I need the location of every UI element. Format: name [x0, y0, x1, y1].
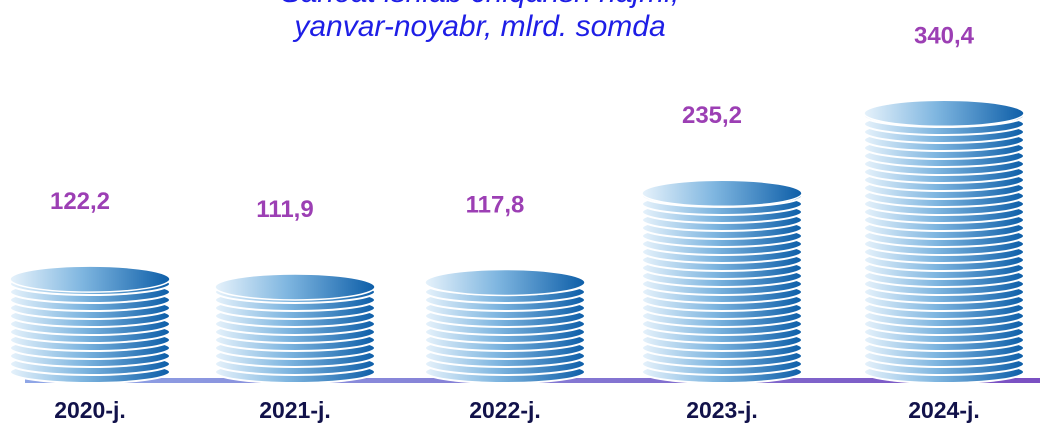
x-tick-label: 2023-j.	[686, 397, 758, 423]
coin-top	[9, 265, 171, 293]
coin-stack	[424, 268, 586, 384]
value-label: 235,2	[682, 102, 742, 129]
x-tick-label: 2022-j.	[469, 397, 541, 423]
chart-subtitle: yanvar-noyabr, mlrd. somda	[292, 10, 665, 43]
coin-top	[214, 273, 376, 301]
value-label: 117,8	[466, 191, 525, 218]
chart-title: Sanoat ishlab chiqarish hajmi,	[281, 0, 680, 9]
x-tick-label: 2020-j.	[54, 397, 126, 423]
value-label: 122,2	[50, 188, 110, 215]
x-tick-label: 2021-j.	[259, 397, 331, 423]
coin-stack	[641, 179, 803, 384]
value-label: 340,4	[914, 22, 975, 49]
coin-top	[641, 179, 803, 207]
value-label: 111,9	[256, 196, 313, 223]
coin-stack	[863, 99, 1025, 384]
coin-stack	[214, 273, 376, 384]
x-tick-label: 2024-j.	[908, 397, 980, 423]
coin-top	[424, 268, 586, 297]
coin-top	[863, 99, 1025, 128]
coin-stack	[9, 265, 171, 384]
